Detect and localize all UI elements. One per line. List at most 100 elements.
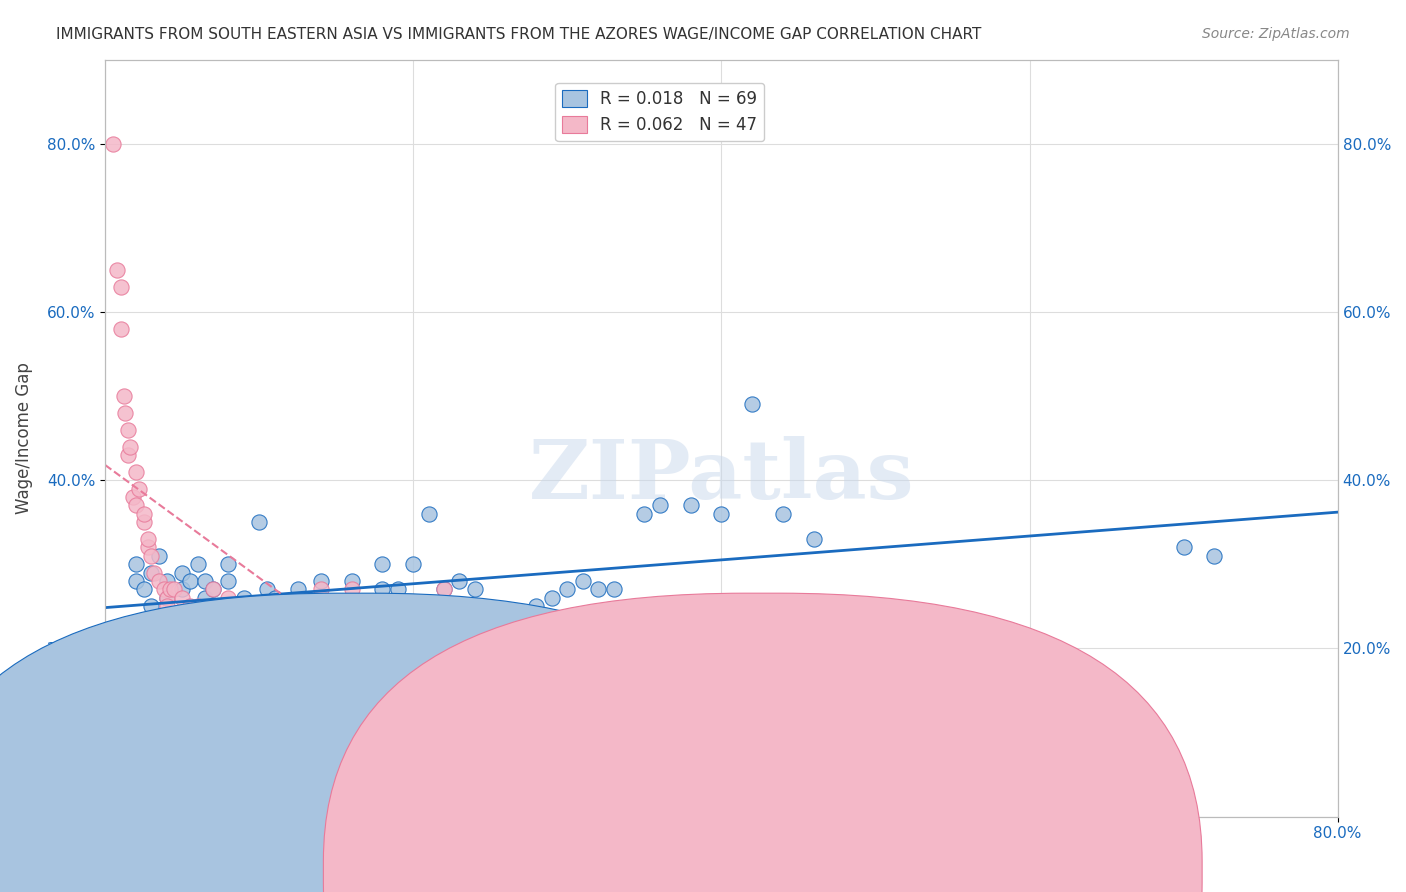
Point <box>433 582 456 597</box>
Text: Immigrants from South Eastern Asia: Immigrants from South Eastern Asia <box>353 855 631 870</box>
Point <box>256 582 278 597</box>
Point <box>340 574 363 588</box>
Point <box>209 616 232 631</box>
Point <box>309 591 332 605</box>
Point <box>225 607 247 622</box>
Point <box>152 582 174 597</box>
Point <box>217 558 239 572</box>
Point <box>340 582 363 597</box>
Point <box>187 599 209 614</box>
Point <box>510 675 533 690</box>
Point <box>526 599 548 614</box>
Point <box>163 582 186 597</box>
Point <box>117 423 139 437</box>
Text: IMMIGRANTS FROM SOUTH EASTERN ASIA VS IMMIGRANTS FROM THE AZORES WAGE/INCOME GAP: IMMIGRANTS FROM SOUTH EASTERN ASIA VS IM… <box>56 27 981 42</box>
Point <box>194 616 217 631</box>
Point <box>541 591 564 605</box>
Legend: R = 0.018   N = 69, R = 0.062   N = 47: R = 0.018 N = 69, R = 0.062 N = 47 <box>555 83 763 141</box>
Point <box>302 624 325 639</box>
Point <box>325 599 347 614</box>
Point <box>555 582 578 597</box>
Point <box>125 574 148 588</box>
Point <box>495 616 517 631</box>
Point <box>156 591 179 605</box>
Point <box>479 666 502 681</box>
Point <box>287 582 309 597</box>
Point <box>110 322 132 336</box>
Point <box>232 591 254 605</box>
Point <box>247 616 270 631</box>
Point <box>240 599 263 614</box>
Point <box>309 574 332 588</box>
Point <box>371 616 394 631</box>
Point <box>247 515 270 529</box>
Point <box>1204 549 1226 563</box>
Point <box>402 624 425 639</box>
Point <box>278 649 301 664</box>
Point <box>141 566 163 580</box>
Point <box>679 499 702 513</box>
Point <box>141 599 163 614</box>
Point <box>132 507 155 521</box>
Point <box>136 532 159 546</box>
Point <box>402 558 425 572</box>
Text: Immigrants from the Azores: Immigrants from the Azores <box>807 855 1021 870</box>
Point <box>201 582 224 597</box>
Point <box>271 599 294 614</box>
Point <box>141 549 163 563</box>
Point <box>121 490 143 504</box>
Point <box>741 397 763 411</box>
Text: Source: ZipAtlas.com: Source: ZipAtlas.com <box>1202 27 1350 41</box>
Point <box>387 607 409 622</box>
Point <box>125 499 148 513</box>
Point <box>433 582 456 597</box>
Point <box>132 515 155 529</box>
Point <box>179 574 201 588</box>
Point <box>128 482 150 496</box>
Point <box>387 582 409 597</box>
Text: ZIPatlas: ZIPatlas <box>529 436 914 516</box>
Point <box>371 582 394 597</box>
Point <box>172 582 194 597</box>
Point <box>294 607 316 622</box>
Point <box>172 566 194 580</box>
Point <box>125 558 148 572</box>
Point <box>402 624 425 639</box>
Point <box>356 607 378 622</box>
Point <box>125 465 148 479</box>
Point <box>263 607 285 622</box>
Point <box>159 582 181 597</box>
Point <box>433 599 456 614</box>
Point <box>179 599 201 614</box>
Point <box>418 507 440 521</box>
Point <box>263 591 285 605</box>
Point <box>309 582 332 597</box>
Point <box>356 599 378 614</box>
Point <box>194 574 217 588</box>
Point <box>571 574 593 588</box>
Point <box>247 624 270 639</box>
Point <box>333 624 356 639</box>
Point <box>217 591 239 605</box>
Point <box>217 574 239 588</box>
Point <box>112 389 135 403</box>
Point <box>107 263 129 277</box>
Point <box>278 624 301 639</box>
Point <box>278 632 301 647</box>
Point <box>247 641 270 656</box>
Point <box>256 616 278 631</box>
Point <box>172 591 194 605</box>
Point <box>201 582 224 597</box>
Point <box>325 616 347 631</box>
Point <box>136 541 159 555</box>
Point <box>633 507 655 521</box>
Point <box>1173 541 1195 555</box>
Point <box>232 624 254 639</box>
Point <box>110 279 132 293</box>
Point <box>114 406 136 420</box>
Point <box>225 607 247 622</box>
Y-axis label: Wage/Income Gap: Wage/Income Gap <box>15 362 32 514</box>
Point <box>209 599 232 614</box>
Point <box>294 683 316 698</box>
Point <box>163 607 186 622</box>
